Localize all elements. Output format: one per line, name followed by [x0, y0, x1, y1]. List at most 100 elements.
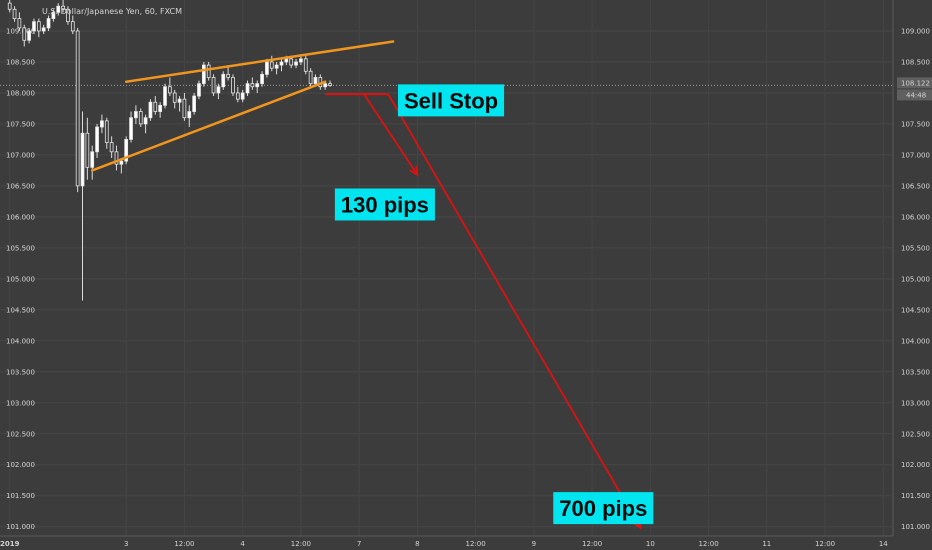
- candle-body-down: [289, 58, 294, 66]
- x-tick-label: 12:00: [815, 540, 835, 548]
- candle-body-down: [7, 2, 12, 10]
- wedge-lower-trendline[interactable]: [90, 80, 327, 172]
- x-tick-label: 12:00: [291, 540, 311, 548]
- candle: [274, 61, 279, 75]
- candle: [124, 136, 129, 165]
- y-tick-label-left: 109.000: [6, 27, 35, 35]
- candle: [70, 15, 75, 35]
- candle-body-up: [56, 5, 61, 13]
- annotation-label-box[interactable]: 700 pips: [553, 492, 654, 525]
- candle: [66, 6, 70, 25]
- annotation-label-box[interactable]: Sell Stop: [397, 84, 505, 117]
- candle: [138, 108, 143, 128]
- x-tick-label: 12:00: [174, 540, 194, 548]
- candle: [172, 89, 177, 109]
- candle-body-up: [201, 64, 206, 85]
- candle: [231, 74, 235, 97]
- candle-body-down: [172, 92, 177, 103]
- price-axis[interactable]: 109.000109.000108.500108.500108.000108.0…: [6, 27, 930, 531]
- candle-body-down: [153, 101, 158, 112]
- candle-body-up: [100, 120, 104, 128]
- candle: [265, 58, 269, 78]
- candle-body-up: [323, 83, 328, 88]
- y-tick-label-right: 105.000: [901, 275, 930, 283]
- candle-body-up: [90, 151, 95, 168]
- candle: [85, 117, 90, 180]
- candle-body-down: [308, 70, 313, 85]
- annotation-box: [397, 84, 505, 117]
- candle-body-down: [235, 92, 240, 100]
- candle-body-down: [328, 83, 332, 86]
- y-tick-label-right: 101.500: [901, 492, 930, 500]
- candle: [197, 80, 201, 100]
- time-axis[interactable]: 2019 3 12:00 4 12:00 7 8 12:00 9 12:00 10 12:00 11 12…: [0, 540, 888, 548]
- annotation-label-box[interactable]: 130 pips: [334, 188, 435, 221]
- candle: [260, 71, 264, 87]
- current-price-badge: 108.122 44:48: [897, 77, 932, 101]
- y-tick-label-right: 107.000: [901, 151, 930, 159]
- annotation-text: 130 pips: [341, 192, 429, 217]
- candles: [7, 0, 332, 301]
- target-arrow-130-head: [409, 165, 419, 177]
- y-tick-label-left: 102.500: [6, 430, 35, 438]
- wedge-upper-trendline[interactable]: [124, 40, 395, 84]
- x-tick-label: 12:00: [582, 540, 602, 548]
- candle-body-down: [206, 64, 211, 78]
- candle-body-down: [61, 5, 65, 10]
- y-tick-label-left: 104.500: [6, 306, 35, 314]
- candle: [7, 0, 12, 13]
- y-tick-label-left: 108.000: [6, 89, 35, 97]
- y-tick-label-left: 105.000: [6, 275, 35, 283]
- candle-body-down: [104, 120, 109, 143]
- y-tick-label-right: 108.500: [901, 58, 930, 66]
- candle-body-down: [85, 132, 90, 168]
- candle: [61, 0, 65, 13]
- current-price-label: 108.122: [901, 79, 930, 87]
- drawings[interactable]: Sell Stop 130 pips 700 pips: [90, 40, 654, 530]
- candle: [192, 92, 196, 115]
- y-tick-label-left: 106.500: [6, 182, 35, 190]
- candle-body-down: [269, 61, 274, 69]
- annotation-text: Sell Stop: [404, 88, 498, 113]
- candle-body-down: [66, 8, 70, 23]
- candle-body-up: [221, 73, 226, 88]
- candle-body-up: [294, 61, 298, 66]
- candle-body-up: [279, 61, 284, 66]
- y-tick-label-left: 106.000: [6, 213, 35, 221]
- candle: [201, 61, 206, 87]
- y-tick-label-right: 104.500: [901, 306, 930, 314]
- y-tick-label-right: 106.000: [901, 213, 930, 221]
- countdown-label: 44:48: [906, 91, 926, 99]
- candle: [32, 18, 36, 35]
- y-tick-label-right: 102.500: [901, 430, 930, 438]
- candle-body-up: [216, 86, 221, 94]
- candle: [211, 74, 216, 97]
- candle-body-down: [226, 73, 230, 78]
- chart-title: U.S. Dollar/Japanese Yen, 60, FXCM: [42, 7, 182, 16]
- candle-body-down: [231, 77, 235, 94]
- candle-body-down: [114, 151, 119, 165]
- y-tick-label-right: 109.000: [901, 27, 930, 35]
- candle-body-up: [163, 86, 167, 106]
- candle-body-up: [177, 98, 182, 103]
- candle: [27, 27, 31, 44]
- annotation-box: [334, 188, 435, 221]
- candle-body-down: [138, 111, 143, 125]
- candle-body-up: [197, 83, 201, 97]
- candle: [240, 89, 245, 103]
- x-tick-label: 3: [124, 540, 128, 548]
- x-tick-label: 12:00: [466, 540, 486, 548]
- target-arrow-130[interactable]: [363, 93, 419, 177]
- candle: [80, 111, 85, 301]
- candle-body-up: [313, 77, 318, 85]
- candle: [95, 123, 99, 159]
- candle-body-down: [22, 27, 27, 41]
- x-tick-label: 4: [240, 540, 245, 548]
- candle: [308, 68, 313, 87]
- candle: [206, 61, 211, 81]
- candle-body-up: [260, 73, 264, 85]
- candle: [41, 24, 46, 35]
- candle-body-up: [245, 83, 250, 94]
- x-tick-label: 8: [415, 540, 419, 548]
